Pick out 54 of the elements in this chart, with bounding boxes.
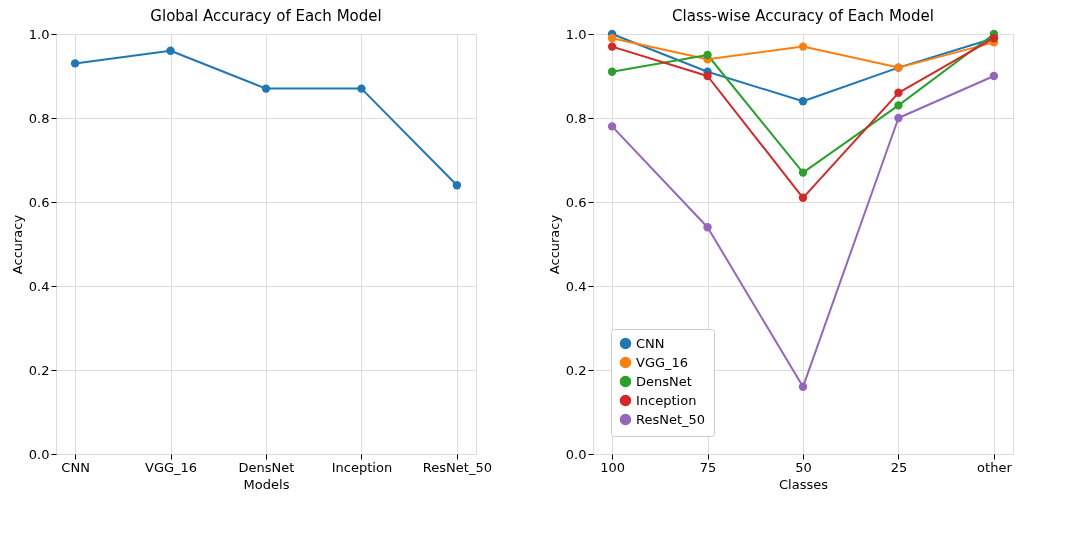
point [894, 88, 903, 97]
y-tick-label: 0.6 [565, 194, 587, 210]
point [703, 50, 712, 60]
x-tick-label: Inception [331, 459, 393, 475]
y-tick-label: 0.6 [28, 194, 50, 210]
y-tick-label: 0.0 [565, 446, 587, 462]
point [452, 181, 462, 190]
x-tick-label: 25 [890, 459, 908, 475]
legend-label: CNN [636, 335, 665, 351]
point [607, 122, 617, 131]
x-tick-label: DensNet [238, 459, 295, 475]
legend-label: ResNet_50 [636, 411, 706, 427]
point [798, 193, 808, 202]
x-tick-label: 100 [600, 459, 626, 475]
point [989, 71, 999, 81]
point [894, 113, 903, 123]
x-axis-title: Models [243, 476, 290, 492]
x-tick-label: other [977, 459, 1013, 475]
y-tick-label: 0.8 [28, 110, 50, 126]
legend-label: Inception [636, 392, 697, 408]
point [607, 34, 617, 43]
chart-title: Global Accuracy of Each Model [150, 7, 382, 25]
point [703, 71, 712, 81]
point [607, 42, 617, 51]
y-axis-title: Accuracy [9, 214, 25, 275]
y-tick-label: 0.4 [565, 278, 587, 294]
point [261, 84, 271, 93]
legend-label: DensNet [636, 373, 692, 389]
point [703, 223, 712, 232]
legend-label: VGG_16 [636, 354, 689, 370]
point [894, 101, 903, 110]
x-tick-label: 50 [795, 459, 812, 475]
y-tick-label: 0.8 [565, 110, 587, 126]
y-tick-label: 0.4 [28, 278, 50, 294]
point [357, 84, 366, 93]
point [798, 97, 808, 106]
point [798, 382, 808, 391]
point [166, 46, 175, 55]
y-tick-label: 1.0 [565, 26, 587, 42]
y-axis-title: Accuracy [546, 214, 562, 275]
point [70, 59, 80, 68]
point [607, 67, 617, 76]
chart-title: Class-wise Accuracy of Each Model [672, 7, 934, 25]
point [798, 42, 808, 51]
x-tick-label: 75 [699, 459, 717, 475]
point [798, 168, 808, 177]
y-tick-label: 1.0 [28, 26, 50, 42]
x-tick-label: ResNet_50 [422, 459, 492, 475]
x-tick-label: CNN [61, 459, 90, 475]
y-tick-label: 0.0 [28, 446, 50, 462]
x-axis-title: Classes [779, 476, 829, 492]
x-tick-label: VGG_16 [145, 459, 198, 475]
y-tick-label: 0.2 [565, 362, 587, 378]
y-tick-label: 0.2 [28, 362, 50, 378]
